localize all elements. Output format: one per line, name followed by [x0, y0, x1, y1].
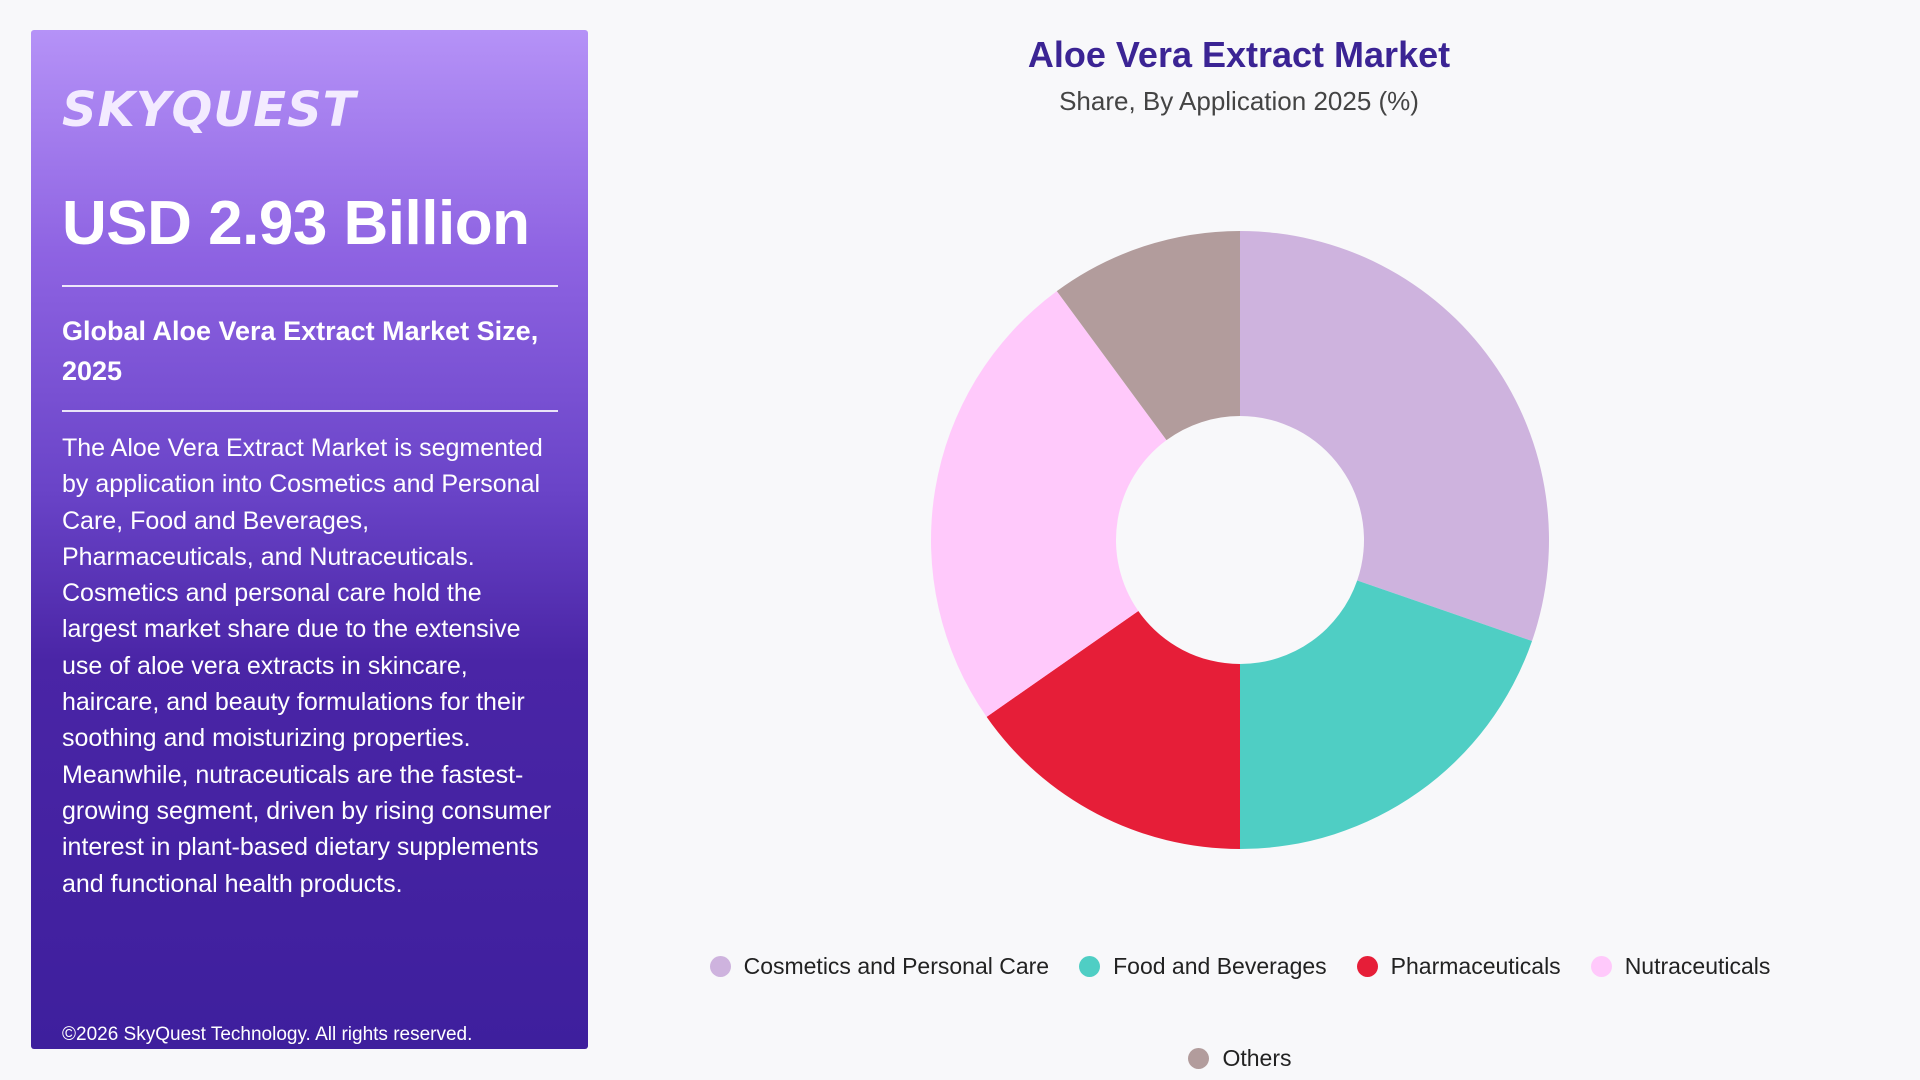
legend-swatch: [1590, 955, 1612, 977]
donut-slice-food-and-beverages: [1240, 580, 1533, 849]
legend-swatch: [709, 955, 731, 977]
legend-label: Cosmetics and Personal Care: [743, 952, 1050, 979]
legend-item: Others: [1188, 1042, 1292, 1074]
legend-swatch: [1188, 1047, 1210, 1069]
donut-slice-pharmaceuticals: [986, 610, 1240, 849]
legend-label: Others: [1222, 1044, 1292, 1071]
market-value: USD 2.93 Billion: [62, 189, 530, 258]
legend-item: Cosmetics and Personal Care: [709, 950, 1050, 982]
legend-label: Pharmaceuticals: [1390, 952, 1561, 979]
legend-item: Nutraceuticals: [1590, 950, 1771, 982]
divider: [62, 410, 558, 412]
chart-legend: Cosmetics and Personal Care Food and Beve…: [600, 950, 1880, 1074]
legend-label: Nutraceuticals: [1624, 952, 1771, 979]
divider: [62, 285, 558, 287]
skyquest-logo: SKYQUEST: [62, 82, 357, 138]
legend-swatch: [1079, 955, 1101, 977]
legend-label: Food and Beverages: [1113, 952, 1327, 979]
donut-chart: [931, 231, 1549, 849]
donut-slice-nutraceuticals: [931, 291, 1167, 717]
chart-title: Aloe Vera Extract Market: [1027, 34, 1451, 75]
market-description: The Aloe Vera Extract Market is segmente…: [62, 434, 552, 898]
legend-swatch: [1356, 955, 1378, 977]
donut-slice-cosmetics-and-personal-care: [1240, 231, 1549, 642]
legend-item: Food and Beverages: [1079, 950, 1327, 982]
summary-panel: SKYQUEST USD 2.93 Billion Global Aloe Ve…: [31, 30, 588, 1049]
chart-subtitle: Share, By Application 2025 (%): [1059, 86, 1419, 116]
legend-item: Pharmaceuticals: [1356, 950, 1561, 982]
donut-slice-others: [1056, 231, 1240, 441]
market-size-heading: Global Aloe Vera Extract Market Size, 20…: [62, 316, 539, 386]
copyright-notice: ©2026 SkyQuest Technology. All rights re…: [62, 1024, 473, 1045]
